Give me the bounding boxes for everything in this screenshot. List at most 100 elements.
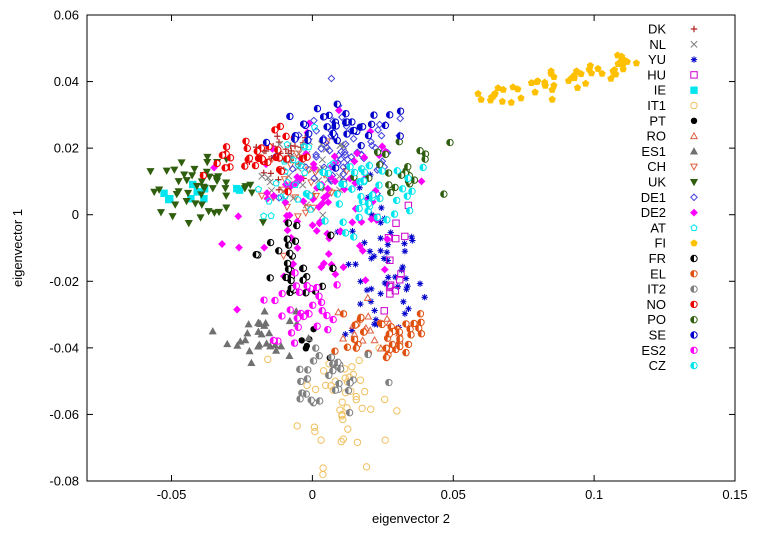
point-fi	[499, 85, 507, 93]
point-cz	[419, 163, 427, 172]
legend-marker	[690, 193, 698, 202]
point-it2	[327, 353, 336, 361]
point-fi	[531, 88, 539, 96]
point-hu	[386, 256, 394, 264]
legend-marker	[690, 71, 698, 79]
point-uk	[210, 209, 219, 217]
point-el	[343, 343, 352, 351]
point-it1	[337, 437, 345, 446]
point-se	[350, 126, 358, 135]
point-de1	[340, 148, 349, 157]
point-uk	[199, 183, 208, 192]
point-yu	[384, 241, 392, 248]
point-cz	[355, 204, 363, 213]
point-yu	[378, 204, 385, 212]
point-se	[358, 123, 367, 131]
point-es2	[318, 307, 326, 315]
point-uk	[171, 201, 180, 209]
point-po	[404, 163, 412, 171]
point-yu	[368, 285, 375, 293]
point-at	[289, 156, 297, 164]
point-se	[331, 164, 340, 172]
point-de2	[310, 164, 319, 172]
point-uk	[208, 185, 217, 193]
point-hu	[385, 282, 394, 291]
legend-marker	[690, 86, 698, 94]
legend-marker	[690, 346, 698, 354]
point-it1	[339, 435, 348, 443]
legend: DKNLYUHUIEIT1PTROES1CHUKDE1DE2ATFIFRELIT…	[641, 22, 699, 373]
point-no	[241, 162, 249, 170]
y-tick-label: 0	[72, 207, 79, 222]
point-es2	[317, 298, 326, 307]
point-es1	[271, 340, 280, 349]
point-it1	[310, 423, 319, 431]
point-de1	[317, 144, 326, 153]
point-de1	[312, 150, 320, 159]
point-de2	[308, 221, 317, 230]
point-de2	[323, 184, 332, 193]
point-de2	[233, 305, 241, 314]
point-cz	[341, 229, 350, 237]
point-fi	[598, 69, 606, 77]
point-it1	[311, 427, 319, 436]
legend-label: HU	[647, 67, 666, 82]
point-se	[370, 111, 378, 119]
point-de1	[368, 141, 376, 150]
point-ch	[292, 150, 301, 158]
point-es2	[278, 312, 286, 320]
point-ro	[339, 334, 348, 342]
point-pt	[303, 342, 311, 350]
point-at	[294, 195, 302, 203]
legend-marker	[689, 147, 699, 155]
point-fi	[494, 84, 502, 92]
point-no	[251, 161, 260, 170]
point-es1	[285, 351, 294, 359]
legend-label: AT	[650, 220, 666, 235]
point-it1	[264, 355, 272, 364]
legend-marker	[689, 178, 699, 187]
point-de2	[260, 243, 269, 252]
point-es1	[208, 327, 217, 335]
point-fr	[302, 289, 310, 297]
legend-marker	[690, 101, 698, 110]
point-de2	[235, 243, 243, 252]
point-es2	[292, 282, 301, 290]
point-de1	[309, 116, 318, 125]
point-de2	[360, 153, 369, 162]
point-po	[416, 147, 424, 155]
point-yu	[363, 286, 371, 294]
point-es1	[265, 328, 274, 337]
point-po	[440, 190, 448, 198]
point-it2	[296, 365, 304, 374]
point-nl	[335, 172, 344, 180]
point-de1	[349, 134, 358, 143]
point-fi	[613, 51, 622, 59]
point-it1	[360, 387, 369, 396]
point-it2	[296, 395, 304, 403]
point-es2	[300, 312, 308, 321]
point-cz	[403, 192, 411, 200]
point-it2	[385, 378, 393, 387]
point-cz	[404, 174, 412, 183]
point-uk	[203, 159, 212, 167]
point-de1	[337, 147, 346, 156]
legend-marker	[690, 331, 698, 339]
legend-marker	[690, 285, 698, 293]
point-el	[416, 310, 425, 318]
point-it1	[338, 410, 346, 419]
legend-marker	[690, 300, 698, 309]
point-yu	[370, 253, 378, 260]
point-yu	[409, 237, 416, 244]
legend-label: DE2	[641, 205, 666, 220]
point-hu	[396, 276, 404, 284]
point-fi	[550, 81, 558, 89]
legend-marker	[690, 270, 698, 278]
point-no	[276, 122, 285, 131]
point-se	[291, 135, 299, 143]
point-at	[326, 161, 335, 169]
point-uk	[197, 178, 206, 186]
point-yu	[399, 263, 406, 271]
legend-label: IT2	[647, 282, 666, 297]
point-no	[199, 171, 208, 180]
